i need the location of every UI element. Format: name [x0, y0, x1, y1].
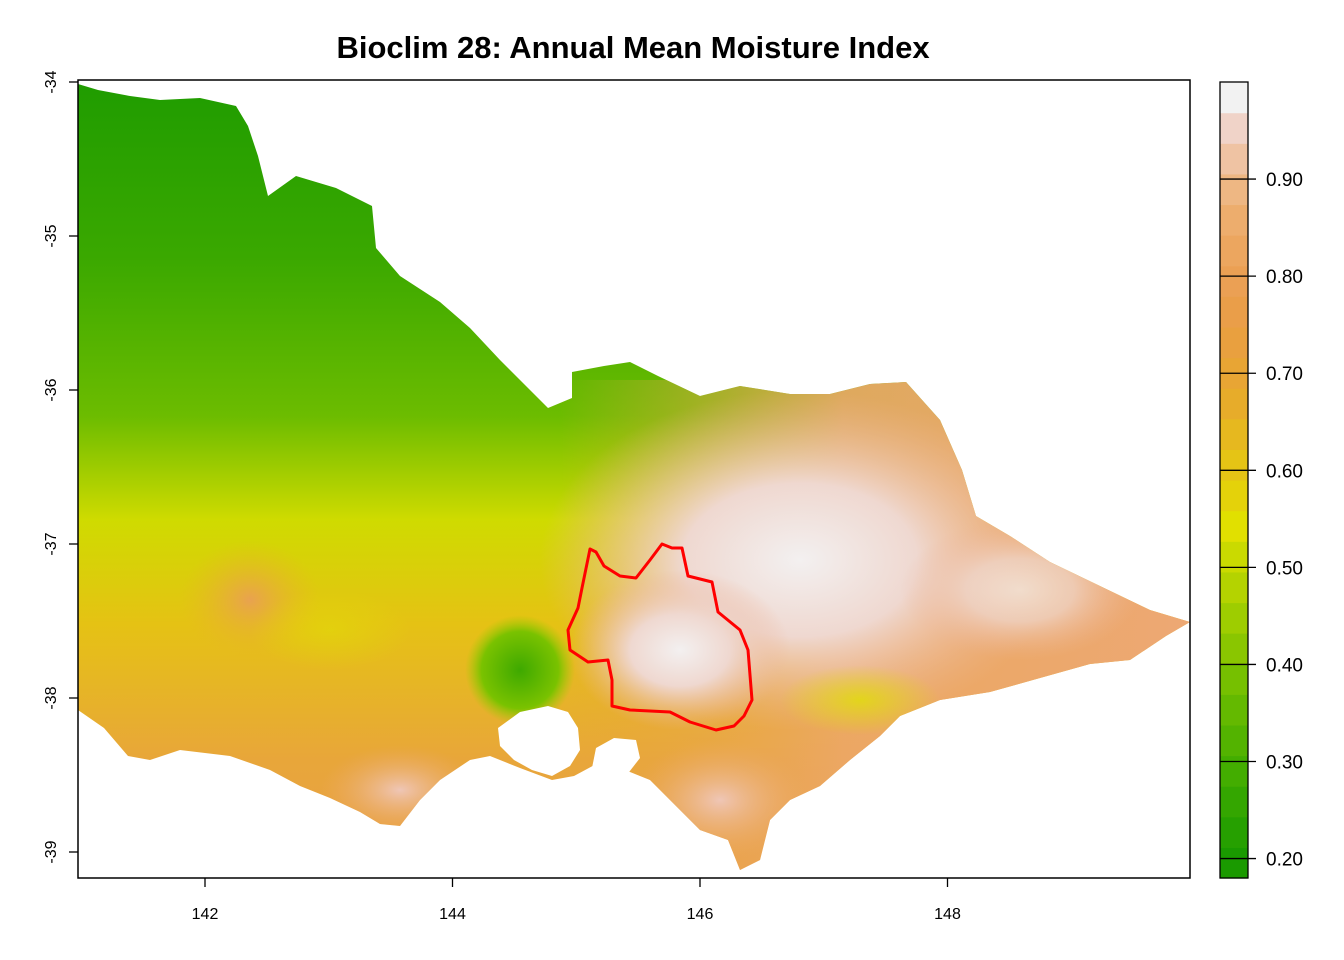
legend-tick-label: 0.50	[1266, 558, 1303, 579]
legend-swatch	[1220, 326, 1248, 359]
legend-tick-label: 0.80	[1266, 267, 1303, 288]
legend-tick-label: 0.60	[1266, 461, 1303, 482]
legend-swatch	[1220, 480, 1248, 512]
legend-swatch	[1220, 418, 1248, 450]
legend-swatch	[1220, 663, 1248, 695]
map-title: Bioclim 28: Annual Mean Moisture Index	[336, 30, 930, 65]
legend-frame	[1219, 81, 1249, 879]
y-tick-label: -38	[43, 686, 60, 709]
legend-swatch	[1220, 786, 1248, 818]
y-tick-label: -35	[43, 224, 60, 247]
y-tick-label: -39	[43, 840, 60, 863]
legend-swatch	[1220, 571, 1248, 604]
port-phillip-bay	[498, 706, 580, 776]
x-tick-label: 142	[192, 906, 219, 923]
legend-swatch	[1220, 449, 1248, 481]
y-tick-label: -36	[43, 378, 60, 401]
legend-swatch	[1220, 847, 1248, 879]
legend-tick-label: 0.70	[1266, 364, 1303, 385]
legend-swatch	[1220, 755, 1248, 787]
plot-frame	[77, 79, 1191, 879]
y-tick-label: -37	[43, 532, 60, 555]
legend-swatch	[1220, 235, 1248, 267]
legend-swatch	[1220, 388, 1248, 420]
legend-tick-label: 0.20	[1266, 850, 1303, 871]
legend-swatch	[1220, 816, 1248, 848]
x-axis: 142 144 146 148	[192, 878, 961, 923]
legend-swatch	[1220, 265, 1248, 297]
legend-swatch	[1220, 204, 1248, 236]
x-tick-label: 148	[934, 906, 961, 923]
color-legend: 0.20 0.30 0.40 0.50 0.60 0.70 0.80 0.90	[1219, 81, 1303, 879]
x-tick-label: 144	[439, 906, 466, 923]
legend-swatch	[1220, 143, 1248, 175]
legend-tick-label: 0.90	[1266, 170, 1303, 191]
y-axis: -34 -35 -36 -37 -38 -39	[43, 70, 78, 864]
legend-swatch	[1220, 633, 1248, 665]
y-tick-label: -34	[43, 70, 60, 93]
legend-tick-label: 0.40	[1266, 655, 1303, 676]
western-port	[592, 738, 640, 780]
legend-swatch	[1220, 510, 1248, 542]
legend-swatch	[1220, 694, 1248, 726]
legend-swatch	[1220, 112, 1248, 144]
legend-swatch	[1220, 296, 1248, 328]
study-region-outline	[566, 542, 754, 732]
legend-swatch	[1220, 724, 1248, 757]
legend-swatch	[1220, 602, 1248, 634]
x-tick-label: 146	[687, 906, 714, 923]
legend-swatch	[1220, 82, 1248, 114]
legend-tick-label: 0.30	[1266, 753, 1303, 774]
